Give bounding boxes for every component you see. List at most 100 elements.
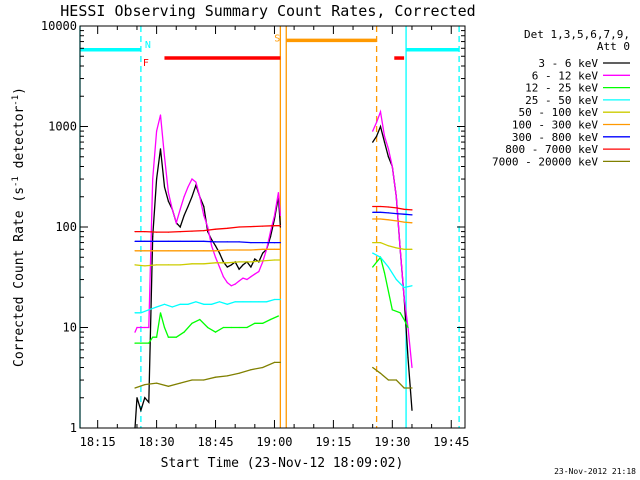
series-0-point-0-18 bbox=[203, 205, 205, 208]
series-0-point-0-13 bbox=[183, 214, 185, 217]
series-2-point-0-9 bbox=[183, 331, 185, 333]
series-5-line-0 bbox=[135, 248, 281, 252]
series-1-point-1-3 bbox=[383, 135, 386, 137]
series-6-point-1-2 bbox=[387, 212, 389, 214]
y-tick-label-2: 100 bbox=[55, 220, 77, 234]
series-5-point-1-3 bbox=[395, 220, 397, 222]
series-8-point-0-5 bbox=[191, 379, 193, 381]
plot-area: NF S bbox=[79, 26, 460, 429]
series-0-point-0-5 bbox=[152, 236, 154, 238]
series-3-point-0-17 bbox=[266, 301, 268, 303]
series-6-line-0 bbox=[135, 240, 281, 244]
series-6-point-0-4 bbox=[179, 240, 181, 242]
series-1-point-0-31 bbox=[254, 273, 256, 275]
series-2-point-0-3 bbox=[152, 336, 154, 338]
series-0-point-1-0 bbox=[372, 141, 374, 143]
series-7-point-0-12 bbox=[273, 225, 276, 227]
series-3-point-0-5 bbox=[171, 306, 173, 308]
series-5-point-0-2 bbox=[156, 250, 158, 252]
series-5-line-1 bbox=[372, 218, 413, 224]
series-7-line-0 bbox=[135, 225, 281, 233]
series-2-point-0-6 bbox=[163, 326, 166, 329]
series-7-point-1-4 bbox=[403, 208, 405, 210]
series-6-point-1-5 bbox=[411, 214, 413, 216]
series-1-point-0-0 bbox=[134, 331, 136, 333]
series-8-point-0-12 bbox=[273, 361, 276, 363]
series-2-point-1-5 bbox=[403, 318, 405, 321]
series-4-point-0-7 bbox=[214, 262, 217, 264]
series-0-point-0-6 bbox=[156, 178, 158, 180]
series-2-point-0-14 bbox=[222, 326, 224, 329]
series-1-point-1-8 bbox=[403, 296, 405, 298]
series-0-point-0-30 bbox=[250, 266, 252, 268]
series-3-point-0-19 bbox=[279, 298, 281, 301]
series-1-point-0-21 bbox=[214, 256, 217, 258]
series-4-point-0-13 bbox=[279, 259, 281, 261]
series-8-point-0-9 bbox=[238, 372, 240, 374]
series-6-point-0-6 bbox=[203, 240, 205, 242]
chart-title: HESSI Observing Summary Count Rates, Cor… bbox=[60, 2, 475, 20]
series-6-point-0-12 bbox=[273, 242, 276, 244]
series-0-point-0-27 bbox=[238, 268, 240, 270]
series-4-point-0-4 bbox=[179, 264, 181, 266]
series-5-point-0-3 bbox=[167, 250, 169, 252]
series-0-point-0-20 bbox=[211, 239, 213, 241]
y-tick-label-1: 10 bbox=[63, 321, 77, 335]
series-3-point-0-0 bbox=[134, 312, 136, 314]
series-7-point-0-10 bbox=[250, 226, 252, 228]
series-2-point-0-21 bbox=[277, 315, 279, 317]
series-6-point-0-5 bbox=[191, 240, 193, 242]
series-1-point-0-24 bbox=[226, 282, 228, 284]
series-3-point-1-0 bbox=[372, 252, 374, 254]
series-4-point-0-2 bbox=[156, 264, 158, 266]
series-4-point-0-9 bbox=[238, 261, 240, 263]
series-5-point-0-1 bbox=[144, 250, 146, 252]
series-5-point-0-7 bbox=[214, 250, 217, 252]
series-0-point-0-4 bbox=[148, 401, 150, 403]
series-0-point-0-9 bbox=[167, 200, 169, 202]
series-3-point-0-9 bbox=[203, 303, 205, 305]
series-3-point-0-18 bbox=[273, 298, 276, 301]
legend-label-5: 100 - 300 keV bbox=[512, 119, 598, 132]
series-1-point-0-6 bbox=[156, 130, 158, 132]
footer-timestamp: 23-Nov-2012 21:18 bbox=[554, 467, 636, 476]
series-1-point-0-28 bbox=[242, 277, 244, 279]
series-8-point-0-13 bbox=[279, 361, 281, 363]
series-5-point-0-0 bbox=[134, 250, 136, 252]
series-2-point-0-5 bbox=[159, 312, 162, 314]
series-3-point-1-2 bbox=[387, 266, 389, 268]
series-4-point-0-3 bbox=[167, 264, 169, 266]
series-7-point-0-7 bbox=[214, 228, 217, 230]
series-0-point-0-8 bbox=[163, 186, 166, 188]
y-axis-label-sup-1: -1 bbox=[11, 176, 21, 187]
series-6-point-0-11 bbox=[262, 242, 264, 244]
series-3-point-1-1 bbox=[379, 256, 382, 258]
series-1-point-0-12 bbox=[179, 208, 181, 210]
series-3-point-0-2 bbox=[148, 309, 150, 311]
series-8-point-1-1 bbox=[379, 372, 382, 374]
series-8-point-1-3 bbox=[395, 379, 397, 381]
series-2-point-0-10 bbox=[191, 322, 193, 324]
x-tick-label-4: 19:15 bbox=[315, 435, 351, 449]
series-5-point-0-6 bbox=[203, 250, 205, 252]
series-0-point-0-15 bbox=[191, 196, 193, 198]
series-1-point-1-10 bbox=[411, 366, 413, 369]
series-6-point-1-3 bbox=[395, 213, 397, 215]
series-3-point-0-11 bbox=[218, 301, 221, 303]
series-8-point-0-8 bbox=[226, 375, 228, 377]
series-2-point-1-6 bbox=[407, 326, 409, 329]
legend-header-line2: Att 0 bbox=[597, 40, 630, 53]
series-1-point-1-0 bbox=[372, 130, 374, 132]
series-1-point-1-4 bbox=[387, 148, 389, 150]
series-6-point-0-0 bbox=[134, 240, 136, 242]
series-4-point-0-10 bbox=[250, 261, 252, 263]
series-4-point-1-4 bbox=[403, 248, 405, 250]
series-6-point-0-7 bbox=[214, 241, 217, 243]
series-6-point-1-4 bbox=[403, 213, 405, 215]
series-8-point-1-4 bbox=[403, 387, 405, 389]
series-1-point-0-23 bbox=[222, 276, 224, 278]
series-0-point-0-7 bbox=[159, 148, 162, 150]
series-8-point-0-4 bbox=[179, 382, 181, 384]
series-1-point-0-20 bbox=[211, 245, 213, 247]
